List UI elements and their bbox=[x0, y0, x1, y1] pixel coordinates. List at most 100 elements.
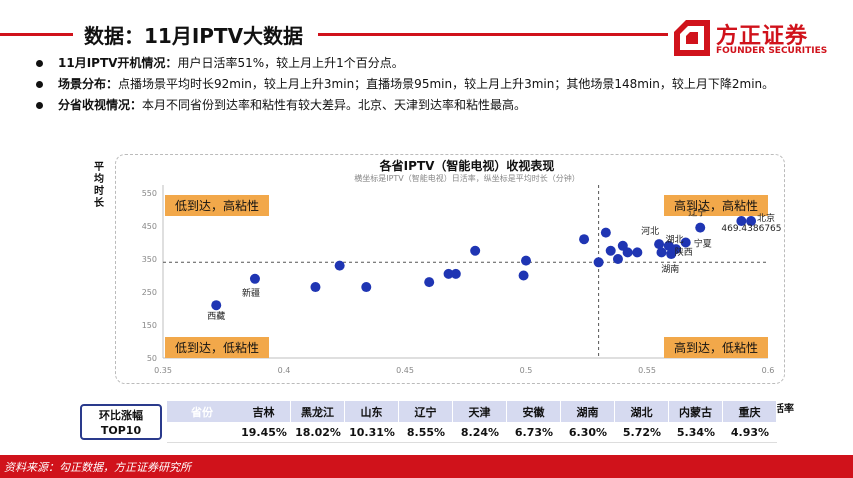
table-cell-value: 19.45% bbox=[237, 422, 291, 443]
point-label: 新疆 bbox=[242, 287, 260, 299]
quadrant-label-bottom-right: 高到达，低粘性 bbox=[674, 340, 758, 355]
quadrant-label-bottom-right-box bbox=[664, 337, 768, 358]
table-row-provinces: 省份 吉林 黑龙江 山东 辽宁 天津 安徽 湖南 湖北 内蒙古 重庆 bbox=[167, 401, 777, 422]
y-tick-label: 250 bbox=[142, 288, 157, 297]
bullet-heading: 分省收视情况： bbox=[58, 98, 143, 112]
point-label: 辽宁 bbox=[688, 207, 706, 219]
table-cell-value: 6.30% bbox=[561, 422, 615, 443]
scatter-point bbox=[736, 216, 747, 227]
scatter-point bbox=[470, 245, 481, 256]
table-cell-province: 内蒙古 bbox=[669, 401, 723, 422]
table-cell-value: 5.72% bbox=[615, 422, 669, 443]
point-label: 陕西 bbox=[675, 246, 693, 258]
y-tick-label: 350 bbox=[142, 255, 157, 264]
scatter-point bbox=[695, 222, 706, 233]
scatter-point bbox=[450, 268, 461, 279]
table-cell-province: 重庆 bbox=[723, 401, 777, 422]
scatter-point bbox=[361, 282, 372, 293]
scatter-point bbox=[310, 282, 321, 293]
logo-name-en: FOUNDER SECURITIES bbox=[716, 46, 828, 56]
bullet-dot-icon bbox=[36, 81, 43, 88]
x-tick-label: 0.45 bbox=[396, 366, 414, 375]
scatter-point bbox=[424, 277, 435, 288]
quadrant-label-top-right-box bbox=[664, 195, 768, 216]
quadrant-label-top-left-box bbox=[165, 195, 269, 216]
bullet-dot-icon bbox=[36, 102, 43, 109]
scatter-point bbox=[334, 260, 345, 271]
bullet-dot-icon bbox=[36, 60, 43, 67]
bullet-item: 11月IPTV开机情况：用户日活率51%，较上月上升1个百分点。 bbox=[30, 56, 820, 71]
table-cell-province: 山东 bbox=[345, 401, 399, 422]
scatter-point bbox=[518, 270, 529, 281]
table-cell-province: 安徽 bbox=[507, 401, 561, 422]
table-cell-value: 5.34% bbox=[669, 422, 723, 443]
chart-title: 各省IPTV（智能电视）收视表现 bbox=[379, 158, 555, 173]
header-rule-left bbox=[0, 33, 73, 36]
y-tick-label: 150 bbox=[142, 321, 157, 330]
scatter-point bbox=[605, 245, 616, 256]
y-tick-label: 450 bbox=[142, 222, 157, 231]
point-label: 湖南 bbox=[661, 263, 679, 275]
table-row-header: 省份 bbox=[167, 401, 237, 422]
top10-tag-line2: TOP10 bbox=[100, 424, 142, 437]
table-cell-value: 6.73% bbox=[507, 422, 561, 443]
x-tick-label: 0.35 bbox=[154, 366, 172, 375]
x-tick-label: 0.4 bbox=[278, 366, 291, 375]
scatter-point bbox=[443, 268, 454, 279]
bullet-item: 场景分布：点播场景平均时长92min，较上月上升3min；直播场景95min，较… bbox=[30, 77, 820, 92]
table-cell-value: 10.31% bbox=[345, 422, 399, 443]
chart-frame bbox=[115, 154, 785, 384]
bullet-heading: 场景分布： bbox=[58, 77, 119, 91]
company-logo: 方正证券 FOUNDER SECURITIES bbox=[672, 18, 827, 60]
table-cell-province: 湖北 bbox=[615, 401, 669, 422]
source-note: 资料来源：勾正数据，方正证券研究所 bbox=[4, 461, 191, 474]
logo-name-cn: 方正证券 bbox=[716, 24, 809, 49]
top10-tag: 环比涨幅 TOP10 bbox=[80, 404, 162, 440]
header-rule-right bbox=[318, 33, 668, 36]
point-label: 西藏 bbox=[207, 310, 225, 322]
table-cell-province: 吉林 bbox=[237, 401, 291, 422]
quadrant-label-top-right: 高到达，高粘性 bbox=[674, 198, 758, 213]
scatter-point bbox=[632, 247, 643, 258]
point-label: 469.4386765 bbox=[721, 224, 781, 234]
scatter-point bbox=[579, 234, 590, 245]
table-row-values: 日活环比 19.45% 18.02% 10.31% 8.55% 8.24% 6.… bbox=[167, 422, 777, 443]
scatter-point bbox=[680, 237, 691, 248]
footer-bar: 资料来源：勾正数据，方正证券研究所 bbox=[0, 455, 853, 478]
scatter-point bbox=[249, 273, 260, 284]
quadrant-label-top-left: 低到达，高粘性 bbox=[175, 198, 259, 213]
y-tick-label: 550 bbox=[142, 189, 157, 198]
scatter-point bbox=[654, 239, 665, 250]
table-row-header: 日活环比 bbox=[167, 422, 237, 443]
page-title: 数据：11月IPTV大数据 bbox=[84, 24, 304, 48]
y-axis-title: 平均时长 bbox=[94, 162, 104, 209]
x-tick-label: 0.55 bbox=[638, 366, 656, 375]
growth-table: 省份 吉林 黑龙江 山东 辽宁 天津 安徽 湖南 湖北 内蒙古 重庆 日活环比 … bbox=[167, 401, 777, 443]
table-cell-value: 8.55% bbox=[399, 422, 453, 443]
scatter-point bbox=[746, 216, 757, 227]
bullet-text: 本月不同省份到达率和粘性有较大差异。北京、天津到达率和粘性最高。 bbox=[142, 98, 527, 112]
point-label: 宁夏 bbox=[694, 238, 712, 250]
table-cell-value: 4.93% bbox=[723, 422, 777, 443]
bullet-text: 用户日活率51%，较上月上升1个百分点。 bbox=[177, 56, 404, 70]
table-cell-province: 湖南 bbox=[561, 401, 615, 422]
scatter-point bbox=[622, 247, 633, 258]
point-label: 湖北 bbox=[666, 234, 684, 245]
quadrant-label-bottom-left: 低到达，低粘性 bbox=[175, 340, 259, 355]
table-cell-province: 辽宁 bbox=[399, 401, 453, 422]
table-cell-value: 8.24% bbox=[453, 422, 507, 443]
bullet-item: 分省收视情况：本月不同省份到达率和粘性有较大差异。北京、天津到达率和粘性最高。 bbox=[30, 98, 820, 113]
scatter-point bbox=[211, 300, 222, 311]
scatter-point bbox=[612, 254, 623, 264]
x-tick-label: 0.5 bbox=[520, 366, 533, 375]
scatter-point bbox=[656, 247, 667, 258]
x-axis-title: 日活率 bbox=[764, 404, 794, 415]
scatter-point bbox=[521, 255, 531, 266]
bullet-text: 点播场景平均时长92min，较上月上升3min；直播场景95min，较上月上升3… bbox=[118, 77, 775, 91]
quadrant-label-bottom-left-box bbox=[165, 337, 269, 358]
point-label: 北京 bbox=[757, 212, 775, 224]
table-cell-province: 天津 bbox=[453, 401, 507, 422]
chart-subtitle: 横坐标是IPTV（智能电视）日活率，纵坐标是平均时长（分钟） bbox=[354, 173, 580, 183]
top10-tag-line1: 环比涨幅 bbox=[99, 409, 143, 422]
